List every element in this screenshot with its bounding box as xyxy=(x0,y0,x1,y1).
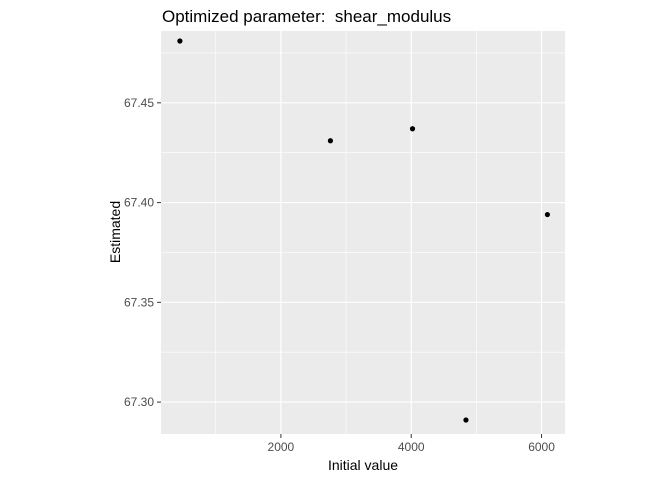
data-point xyxy=(177,38,183,44)
y-tick-label: 67.30 xyxy=(124,395,154,409)
plot-panel xyxy=(161,31,565,434)
data-point xyxy=(409,126,416,132)
x-tick-label: 6000 xyxy=(528,440,555,454)
y-axis-title: Estimated xyxy=(107,201,123,263)
y-tick-label: 67.45 xyxy=(124,96,154,110)
chart-title: Optimized parameter: shear_modulus xyxy=(162,7,451,26)
x-axis-title: Initial value xyxy=(328,457,398,473)
minor-gridlines xyxy=(161,31,565,434)
data-points xyxy=(177,38,551,423)
x-axis: 2000 4000 6000 xyxy=(268,434,555,454)
x-tick-label: 4000 xyxy=(398,440,425,454)
data-point xyxy=(327,138,334,144)
data-point xyxy=(544,211,551,218)
x-tick-label: 2000 xyxy=(268,440,295,454)
major-gridlines xyxy=(161,31,565,434)
y-tick-label: 67.40 xyxy=(124,196,154,210)
y-axis: 67.30 67.35 67.40 67.45 xyxy=(124,96,161,409)
y-tick-label: 67.35 xyxy=(124,295,154,309)
data-point xyxy=(463,417,469,423)
